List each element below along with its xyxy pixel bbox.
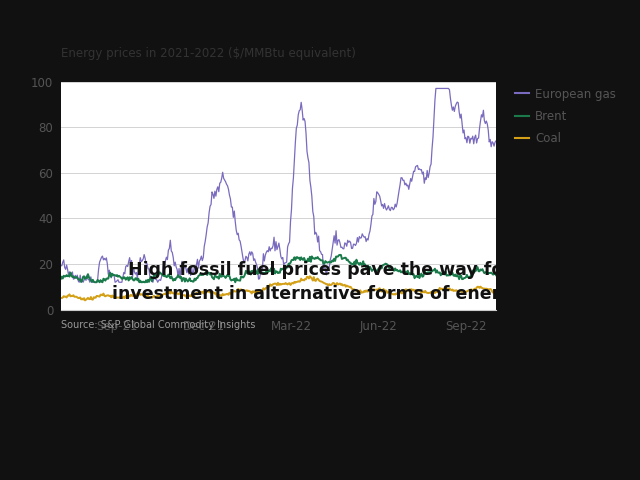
Text: Source: S&P Global Commodity Insights: Source: S&P Global Commodity Insights xyxy=(61,320,255,330)
Text: High fossil fuel prices pave the way for
investment in alternative forms of ener: High fossil fuel prices pave the way for… xyxy=(111,261,529,303)
Text: Energy prices in 2021-2022 ($/MMBtu equivalent): Energy prices in 2021-2022 ($/MMBtu equi… xyxy=(61,47,356,60)
Legend: European gas, Brent, Coal: European gas, Brent, Coal xyxy=(515,87,616,145)
